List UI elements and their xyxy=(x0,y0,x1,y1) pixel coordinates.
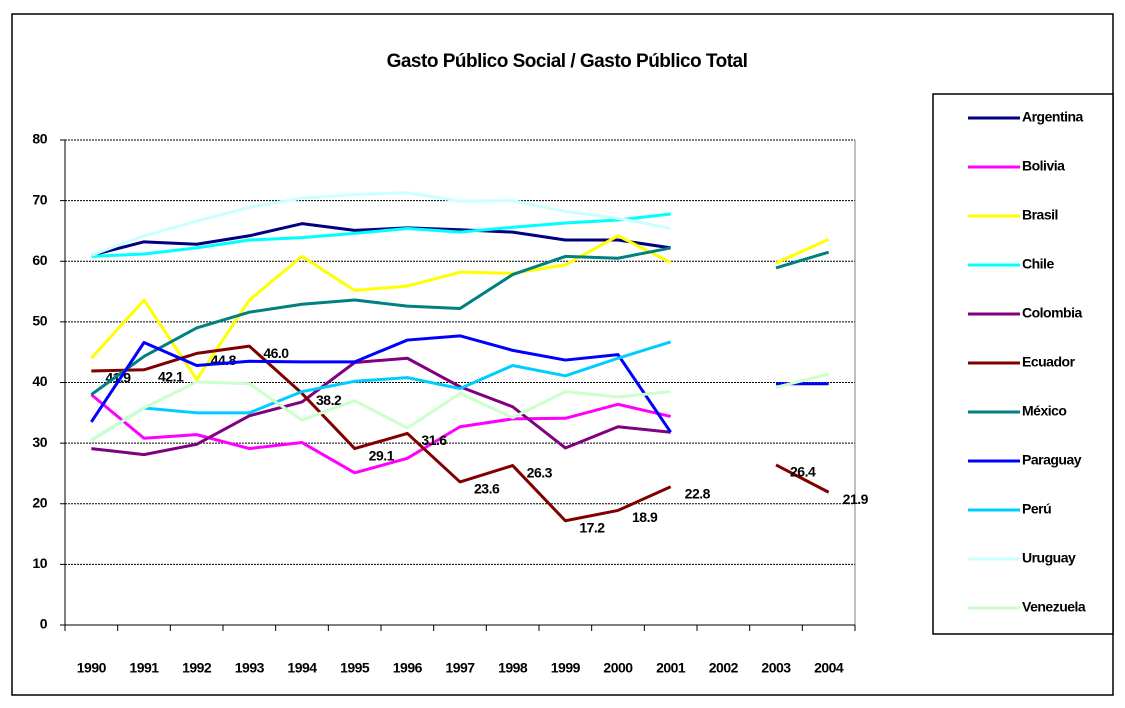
x-tick-label: 1999 xyxy=(551,660,581,676)
x-tick-label: 1992 xyxy=(182,660,212,676)
data-label: 23.6 xyxy=(474,481,500,497)
y-tick-label: 70 xyxy=(32,191,47,207)
x-tick-label: 1994 xyxy=(287,660,317,676)
series-line xyxy=(90,222,671,257)
x-tick-label: 2001 xyxy=(656,660,686,676)
series-line xyxy=(90,246,830,396)
data-label: 17.2 xyxy=(579,519,605,535)
series-line xyxy=(90,191,671,257)
series-line xyxy=(90,234,830,381)
y-tick-label: 40 xyxy=(32,373,47,389)
data-label: 26.4 xyxy=(790,464,816,480)
data-label: 18.9 xyxy=(632,509,658,525)
legend-label: Chile xyxy=(1022,256,1054,272)
data-label: 29.1 xyxy=(369,447,395,463)
x-tick-label: 2004 xyxy=(814,660,844,676)
y-tick-label: 10 xyxy=(32,555,47,571)
legend-label: Uruguay xyxy=(1022,550,1076,566)
x-tick-label: 1991 xyxy=(129,660,159,676)
data-label: 44.8 xyxy=(211,352,237,368)
data-label: 22.8 xyxy=(685,485,711,501)
y-tick-label: 30 xyxy=(32,434,47,450)
legend-label: Venezuela xyxy=(1022,599,1086,615)
series-line xyxy=(90,372,830,442)
x-tick-label: 1990 xyxy=(77,660,107,676)
data-label: 41.9 xyxy=(105,370,131,386)
x-tick-label: 2000 xyxy=(603,660,633,676)
series-line xyxy=(91,212,671,258)
legend-label: Colombia xyxy=(1022,305,1082,321)
data-label: 21.9 xyxy=(843,491,869,507)
y-tick-label: 80 xyxy=(32,131,47,147)
legend-label: Ecuador xyxy=(1022,354,1076,370)
series-line xyxy=(91,344,830,523)
data-label: 38.2 xyxy=(316,392,342,408)
x-tick-label: 2003 xyxy=(761,660,791,676)
legend-label: Perú xyxy=(1022,501,1051,517)
x-tick-label: 1998 xyxy=(498,660,528,676)
data-label: 42.1 xyxy=(158,368,184,384)
chart-title: Gasto Público Social / Gasto Público Tot… xyxy=(387,51,748,72)
data-label: 46.0 xyxy=(263,345,289,361)
y-tick-label: 60 xyxy=(32,252,47,268)
data-label: 31.6 xyxy=(421,432,447,448)
legend-label: Argentina xyxy=(1022,109,1084,125)
y-tick-label: 0 xyxy=(40,616,48,632)
legend-label: México xyxy=(1022,403,1066,419)
legend-label: Brasil xyxy=(1022,207,1058,223)
legend-label: Paraguay xyxy=(1022,452,1082,468)
legend-label: Bolivia xyxy=(1022,158,1065,174)
legend-box xyxy=(932,93,1114,635)
x-tick-label: 2002 xyxy=(709,660,739,676)
data-label: 26.3 xyxy=(527,464,553,480)
x-tick-label: 1993 xyxy=(235,660,265,676)
x-tick-label: 1995 xyxy=(340,660,370,676)
y-tick-label: 20 xyxy=(32,494,47,510)
x-tick-label: 1997 xyxy=(445,660,475,676)
series-line xyxy=(90,393,672,475)
series-line xyxy=(90,340,672,442)
series-line xyxy=(91,356,671,457)
x-tick-label: 1996 xyxy=(393,660,423,676)
y-tick-label: 50 xyxy=(32,313,47,329)
